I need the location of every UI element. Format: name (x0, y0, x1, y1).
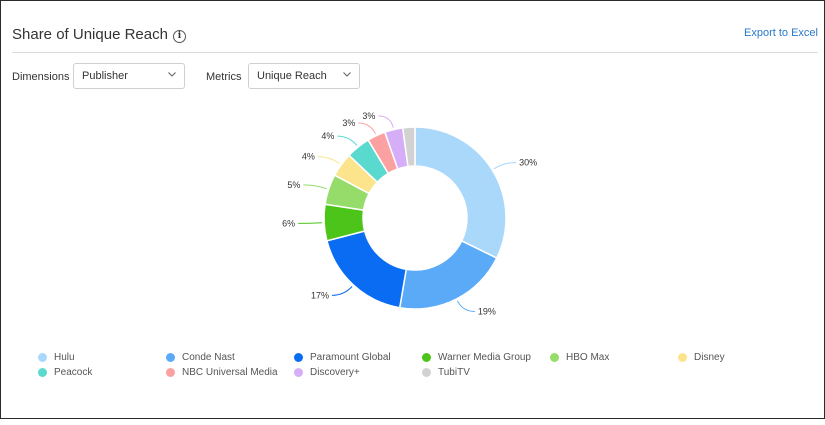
legend-label: Hulu (54, 352, 75, 363)
panel-header: Share of Unique Reach i Export to Excel (12, 26, 818, 53)
legend-swatch (678, 353, 687, 362)
legend-swatch (166, 353, 175, 362)
slice-label-connector (493, 161, 517, 170)
slice-label-connector (378, 115, 394, 128)
chevron-down-icon (168, 72, 176, 77)
metrics-select[interactable]: Unique Reach (248, 63, 360, 89)
legend-swatch (422, 353, 431, 362)
page-title-text: Share of Unique Reach (12, 26, 168, 43)
slice-data-label: 6% (282, 218, 295, 228)
slice-data-label: 17% (311, 290, 329, 300)
legend-item-peacock[interactable]: Peacock (38, 366, 166, 379)
legend-swatch (38, 368, 47, 377)
legend-item-discovery-[interactable]: Discovery+ (294, 366, 422, 379)
slice-label-connector (456, 300, 475, 312)
legend-item-disney[interactable]: Disney (678, 351, 798, 364)
dimensions-label: Dimensions (12, 71, 70, 83)
slice-data-label: 30% (519, 157, 537, 167)
pie-slice-conde-nast[interactable] (398, 239, 498, 310)
legend-swatch (550, 353, 559, 362)
slice-label-connector (331, 286, 353, 296)
metrics-select-value: Unique Reach (257, 70, 327, 82)
legend-label: HBO Max (566, 352, 610, 363)
pie-slice-paramount-global[interactable] (325, 230, 408, 309)
slice-data-label: 19% (478, 306, 496, 316)
legend-item-tubitv[interactable]: TubiTV (422, 366, 550, 379)
metrics-label: Metrics (206, 71, 242, 83)
legend-item-hbo-max[interactable]: HBO Max (550, 351, 678, 364)
legend-item-conde-nast[interactable]: Conde Nast (166, 351, 294, 364)
legend-label: Peacock (54, 367, 93, 378)
legend-label: NBC Universal Media (182, 367, 278, 378)
slice-label-connector (317, 156, 340, 164)
slice-data-label: 3% (342, 118, 355, 128)
legend-swatch (38, 353, 47, 362)
slice-data-label: 4% (321, 131, 334, 141)
export-to-excel-link[interactable]: Export to Excel (744, 27, 818, 39)
legend-swatch (166, 368, 175, 377)
legend-label: Warner Media Group (438, 352, 531, 363)
dimensions-select-value: Publisher (82, 70, 128, 82)
legend-item-warner-media-group[interactable]: Warner Media Group (422, 351, 550, 364)
legend-label: TubiTV (438, 367, 470, 378)
legend-label: Discovery+ (310, 367, 360, 378)
legend-label: Paramount Global (310, 352, 391, 363)
legend-item-paramount-global[interactable]: Paramount Global (294, 351, 422, 364)
legend-item-hulu[interactable]: Hulu (38, 351, 166, 364)
legend-swatch (294, 353, 303, 362)
chart-legend: Hulu Conde Nast Paramount Global Warner Med… (38, 351, 798, 379)
legend-label: Conde Nast (182, 352, 235, 363)
slice-label-connector (358, 122, 376, 135)
slice-label-connector (303, 184, 327, 190)
chevron-down-icon (343, 72, 351, 77)
pie-slice-hulu[interactable] (414, 126, 507, 260)
legend-swatch (294, 368, 303, 377)
page-title: Share of Unique Reach i (12, 26, 186, 43)
slice-data-label: 5% (287, 180, 300, 190)
slice-data-label: 3% (362, 111, 375, 121)
legend-item-nbc-universal-media[interactable]: NBC Universal Media (166, 366, 294, 379)
dimensions-select[interactable]: Publisher (73, 63, 185, 89)
slice-data-label: 4% (302, 152, 315, 162)
slice-label-connector (298, 222, 323, 224)
legend-label: Disney (694, 352, 725, 363)
info-icon[interactable]: i (172, 30, 186, 43)
legend-swatch (422, 368, 431, 377)
slice-label-connector (337, 135, 358, 146)
pie-slice-tubitv[interactable] (401, 126, 416, 168)
